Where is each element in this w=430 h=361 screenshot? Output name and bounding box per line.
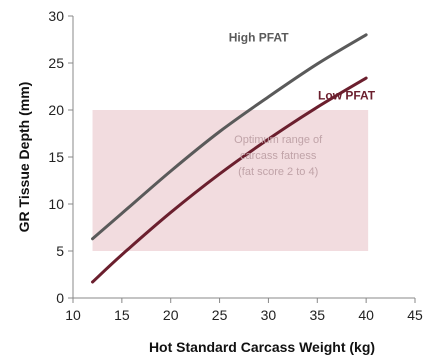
y-tick-label: 10 <box>48 196 64 212</box>
optimum-range-label-line: carcass fatness <box>240 150 317 162</box>
y-tick-label: 5 <box>56 243 64 259</box>
y-tick-label: 30 <box>48 8 64 24</box>
x-tick-label: 20 <box>163 307 179 323</box>
y-tick-label: 15 <box>48 149 64 165</box>
optimum-range-band <box>92 110 369 251</box>
optimum-range-label-line: Optimum range of <box>234 134 323 146</box>
x-tick-label: 10 <box>65 307 81 323</box>
x-tick-label: 25 <box>212 307 228 323</box>
y-tick-label: 20 <box>48 102 64 118</box>
x-tick-label: 40 <box>358 307 374 323</box>
y-tick-label: 25 <box>48 55 64 71</box>
x-tick-label: 15 <box>114 307 130 323</box>
high-pfat-line <box>91 33 368 241</box>
x-tick-label: 30 <box>261 307 277 323</box>
low-pfat-label: Low PFAT <box>318 89 376 103</box>
y-tick-label: 0 <box>56 290 64 306</box>
y-axis-title: GR Tissue Depth (mm) <box>16 82 32 233</box>
x-tick-label: 35 <box>309 307 325 323</box>
low-pfat-line <box>91 76 368 284</box>
x-axis-title: Hot Standard Carcass Weight (kg) <box>149 339 375 355</box>
high-pfat-label: High PFAT <box>229 30 289 44</box>
optimum-range-label-line: (fat score 2 to 4) <box>238 166 318 178</box>
x-tick-label: 45 <box>407 307 423 323</box>
